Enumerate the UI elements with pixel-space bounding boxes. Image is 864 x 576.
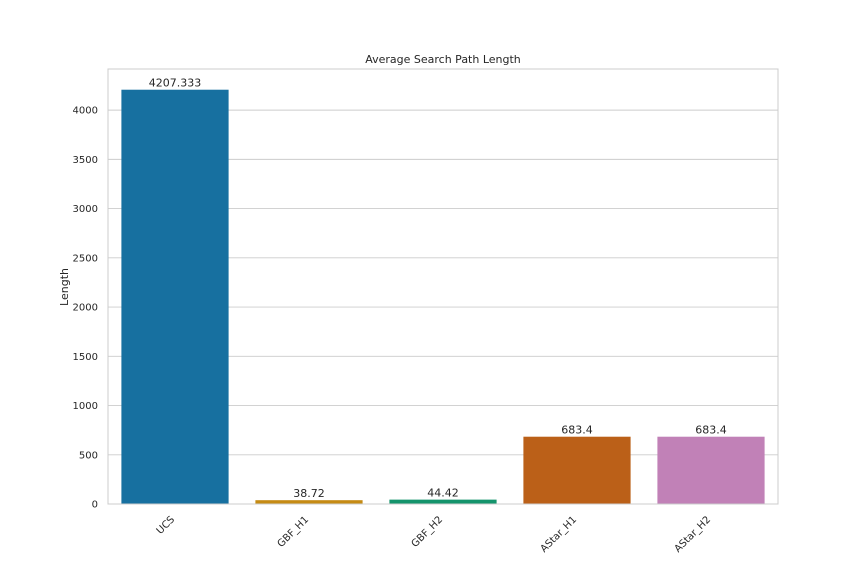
y-tick-label: 4000	[73, 106, 98, 117]
x-tick-label: UCS	[155, 514, 177, 536]
bar-gbf-h1	[255, 500, 363, 504]
bar-value-label: 683.4	[561, 424, 593, 437]
x-tick-label: AStar_H2	[673, 514, 713, 554]
bar-value-labels: 4207.333 38.72 44.42 683.4 683.4	[149, 77, 727, 500]
bar-astar-h2	[657, 436, 765, 504]
chart-title: Average Search Path Length	[365, 53, 521, 66]
bar-value-label: 44.42	[427, 487, 459, 500]
x-axis-ticks: UCS GBF_H1 GBF_H2 AStar_H1 AStar_H2	[155, 514, 713, 554]
y-tick-label: 0	[92, 500, 98, 511]
y-axis-ticks: 0 500 1000 1500 2000 2500 3000 3500 4000	[73, 106, 98, 511]
x-tick-label: GBF_H2	[410, 514, 446, 550]
x-tick-label: AStar_H1	[539, 514, 579, 554]
bars	[121, 89, 765, 504]
y-tick-label: 500	[79, 450, 98, 461]
y-tick-label: 2500	[73, 253, 98, 264]
y-tick-label: 2000	[73, 303, 98, 314]
y-axis-label: Length	[58, 268, 71, 306]
plot-frame	[107, 68, 779, 505]
bar-value-label: 4207.333	[149, 77, 202, 90]
y-tick-label: 1500	[73, 352, 98, 363]
bar-value-label: 38.72	[293, 487, 325, 500]
bar-gbf-h2	[389, 499, 497, 504]
y-tick-label: 3500	[73, 155, 98, 166]
bar-value-label: 683.4	[695, 424, 727, 437]
y-tick-label: 3000	[73, 204, 98, 215]
x-tick-label: GBF_H1	[276, 514, 312, 550]
y-tick-label: 1000	[73, 401, 98, 412]
bar-astar-h1	[523, 436, 631, 504]
bar-ucs	[121, 89, 229, 504]
